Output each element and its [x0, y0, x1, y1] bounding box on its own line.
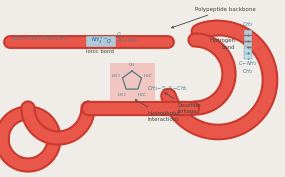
- Text: Disulfide
linkage: Disulfide linkage: [165, 93, 201, 114]
- Text: $O$: $O$: [116, 30, 122, 38]
- FancyBboxPatch shape: [109, 62, 154, 99]
- Text: Hydrogen
bond: Hydrogen bond: [209, 38, 235, 50]
- Text: $H_2C$: $H_2C$: [137, 91, 147, 99]
- Text: $CH_2$: $CH_2$: [117, 91, 127, 99]
- Text: $CH$: $CH$: [128, 61, 136, 67]
- Text: $CH_2$: $CH_2$: [111, 72, 121, 79]
- Text: Polypeptide backbone: Polypeptide backbone: [172, 7, 256, 28]
- Bar: [244, 41, 252, 47]
- Bar: [244, 30, 252, 35]
- Text: $NH_3^+$: $NH_3^+$: [91, 36, 104, 46]
- Bar: [244, 36, 252, 41]
- Text: Hydrophobic
interactions: Hydrophobic interactions: [135, 100, 182, 122]
- Text: $H_2C$: $H_2C$: [143, 72, 153, 79]
- Text: $-\!CH_2\!-\!CH_2\!-\!CH_2\!-\!CH_2\!-$: $-\!CH_2\!-\!CH_2\!-\!CH_2\!-\!CH_2\!-$: [10, 35, 71, 43]
- Bar: [244, 47, 252, 53]
- Text: $CH_2$: $CH_2$: [243, 21, 254, 29]
- FancyBboxPatch shape: [86, 36, 116, 47]
- Text: $^-\!O$: $^-\!O$: [103, 37, 112, 45]
- Text: $CH_2$: $CH_2$: [243, 68, 254, 76]
- Text: $-C\!-\!CH_2$: $-C\!-\!CH_2$: [115, 36, 138, 45]
- Text: $C\!-\!NH_2$: $C\!-\!NH_2$: [238, 59, 258, 68]
- Text: Ionic bond: Ionic bond: [86, 49, 114, 54]
- Text: $CH_2\!-\!S\!-\!S\!-\!CH_2$: $CH_2\!-\!S\!-\!S\!-\!CH_2$: [147, 85, 188, 93]
- Bar: [244, 53, 252, 59]
